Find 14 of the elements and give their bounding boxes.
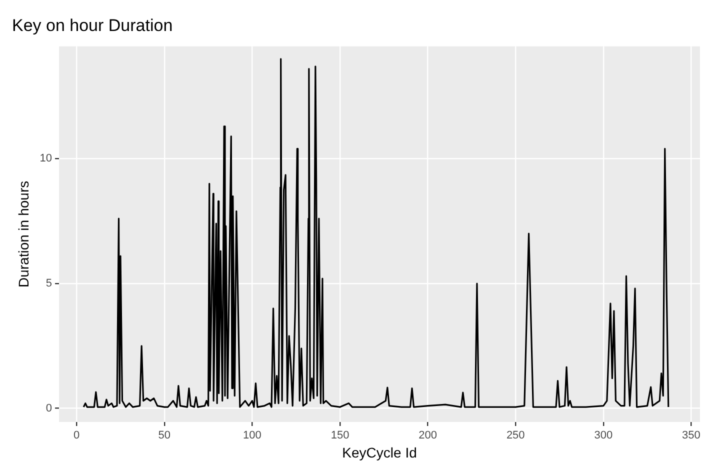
x-tick-label: 50 — [158, 430, 171, 442]
x-tick-label: 0 — [74, 430, 80, 442]
y-tick-label: 5 — [46, 278, 52, 290]
x-tick-label: 350 — [682, 430, 700, 442]
y-tick-label: 10 — [40, 152, 52, 165]
x-tick-label: 200 — [418, 430, 437, 442]
x-tick-label: 300 — [594, 430, 613, 442]
y-tick-label: 0 — [46, 402, 52, 414]
x-tick-label: 150 — [330, 430, 350, 442]
x-axis-title: KeyCycle Id — [342, 444, 417, 460]
x-tick-label: 250 — [506, 430, 525, 442]
x-tick-label: 100 — [243, 430, 262, 442]
chart-title: Key on hour Duration — [12, 16, 173, 35]
y-axis-title: Duration in hours — [15, 180, 32, 288]
